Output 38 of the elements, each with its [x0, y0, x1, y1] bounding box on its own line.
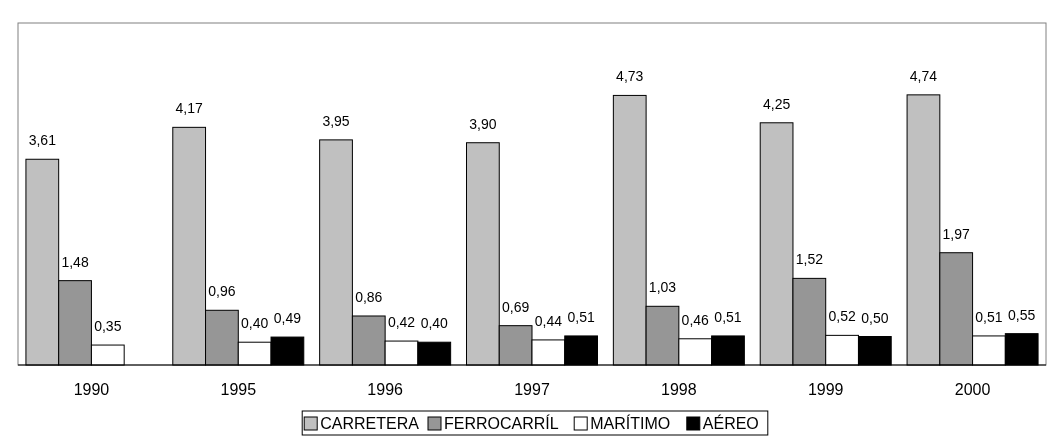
data-label: 0,44	[534, 312, 563, 329]
data-label: 1,52	[795, 251, 824, 268]
legend-label: MARÍTIMO	[590, 414, 671, 432]
data-label: 1,97	[942, 225, 971, 242]
data-label: 0,40	[420, 315, 449, 332]
data-label: 1,03	[648, 279, 677, 296]
x-tick-label: 1999	[807, 381, 844, 398]
data-label: 0,40	[241, 315, 269, 332]
data-label: 0,55	[1008, 306, 1036, 323]
data-label: 0,50	[861, 309, 889, 326]
data-label: 1,48	[61, 253, 89, 270]
legend-label: FERROCARRÍL	[444, 414, 559, 432]
data-label: 0,51	[975, 308, 1003, 325]
data-label: 0,51	[714, 308, 742, 325]
data-label: 4,17	[175, 100, 203, 117]
x-tick-label: 1996	[367, 381, 404, 398]
data-label: 0,52	[828, 308, 856, 325]
data-label: 0,35	[94, 318, 122, 335]
data-label: 0,96	[208, 283, 236, 300]
data-label: 3,61	[28, 132, 57, 149]
data-label: 3,90	[469, 115, 497, 132]
x-tick-label: 1997	[514, 381, 550, 398]
x-tick-label: 1998	[661, 381, 697, 398]
data-label: 4,74	[909, 67, 938, 84]
data-label: 0,86	[355, 288, 383, 305]
data-label: 0,51	[567, 308, 595, 325]
data-label: 0,49	[273, 310, 302, 327]
x-tick-label: 1995	[220, 381, 257, 398]
data-label: 0,42	[387, 314, 416, 331]
legend-label: AÉREO	[702, 414, 759, 432]
x-tick-label: 1990	[73, 381, 110, 398]
data-label: 3,95	[322, 112, 350, 129]
data-label: 0,69	[502, 298, 530, 315]
legend-label: CARRETERA	[320, 415, 420, 432]
data-label: 4,73	[616, 68, 644, 85]
data-label: 4,25	[762, 95, 791, 112]
x-tick-label: 2000	[954, 381, 991, 398]
data-label: 0,46	[681, 311, 710, 328]
